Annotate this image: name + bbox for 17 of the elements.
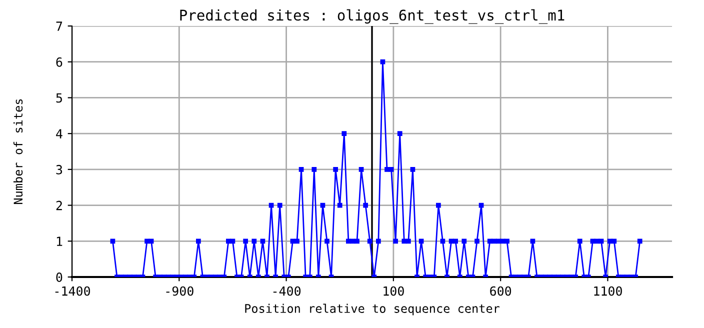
y-tick-label: 7 [56, 22, 62, 31]
x-tick-label: 600 [490, 286, 512, 296]
chart-title: Predicted sites : oligos_6nt_test_vs_ctrl_m1 [180, 9, 564, 24]
x-tick-label: -1400 [55, 286, 90, 296]
y-tick-label: 2 [56, 200, 62, 210]
x-axis-title: Position relative to sequence center [245, 304, 500, 316]
x-tick-label: 1100 [594, 286, 622, 296]
y-tick-label: 5 [56, 93, 62, 103]
y-tick-label: 0 [56, 272, 62, 282]
x-tick-label: 100 [384, 286, 404, 296]
y-tick-label: 6 [56, 57, 62, 67]
y-axis-title: Number of sites [13, 99, 23, 204]
x-tick-label: -900 [166, 286, 194, 296]
x-tick-label: -400 [273, 286, 301, 296]
y-tick-label: 4 [56, 129, 62, 138]
y-tick-label: 1 [56, 236, 62, 246]
y-tick-label: 3 [56, 164, 62, 174]
